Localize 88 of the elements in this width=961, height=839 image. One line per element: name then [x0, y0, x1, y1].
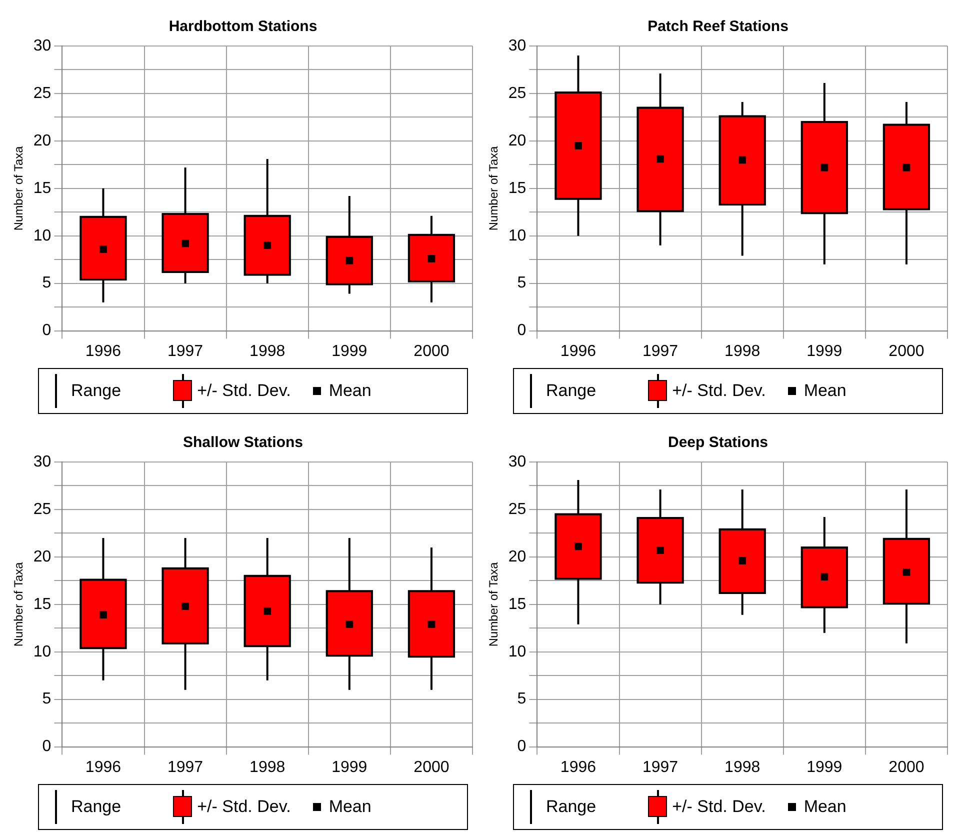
legend-label: Mean: [328, 381, 372, 401]
text: Range: [546, 797, 596, 817]
chart-title: Deep Stations: [668, 434, 768, 452]
point: [182, 602, 189, 610]
y-tick-label: 20: [508, 132, 526, 150]
x-tick-label: 1997: [642, 758, 678, 776]
point: [574, 542, 582, 550]
point: [902, 164, 910, 172]
y-tick-label: 5: [42, 690, 52, 708]
y-tick-label: 5: [42, 274, 52, 292]
y-tick-label: 30: [33, 453, 52, 470]
x-tick-label: 1999: [332, 758, 368, 776]
y-tick-label: 20: [33, 548, 52, 566]
chart-title: Shallow Stations: [182, 434, 304, 452]
y-axis-title: Number of Taxa: [486, 146, 501, 231]
point: [346, 256, 354, 264]
x-tick-label: 1997: [642, 342, 678, 360]
x-tick-label: 1998: [724, 758, 760, 776]
chart-title: Hardbottom Stations: [168, 18, 318, 36]
legend-label: +/- Std. Dev.: [672, 381, 766, 401]
y-tick-label: 30: [508, 453, 526, 470]
text: Range: [71, 797, 122, 817]
point: [264, 242, 272, 250]
x-tick-label: 1998: [250, 758, 286, 776]
y-tick-label: 0: [517, 322, 526, 340]
y-tick-label: 10: [33, 643, 52, 660]
point: [738, 557, 746, 564]
point: [100, 611, 107, 619]
y-tick-label: 25: [33, 84, 52, 102]
y-tick-label: 15: [33, 596, 52, 613]
legend-label: +/- Std. Dev.: [197, 797, 291, 817]
x-tick-label: 1996: [85, 758, 122, 776]
y-tick-label: 15: [508, 180, 526, 197]
legend-label: Mean: [328, 797, 372, 817]
y-tick-label: 25: [508, 500, 526, 518]
point: [820, 573, 828, 581]
x-tick-label: 2000: [414, 342, 450, 360]
x-tick-label: 1996: [560, 342, 596, 360]
point: [656, 546, 664, 554]
x-tick-label: 1998: [724, 342, 760, 360]
y-tick-label: 0: [517, 738, 526, 756]
y-tick-label: 25: [33, 500, 52, 518]
y-tick-label: 25: [508, 84, 526, 102]
x-tick-label: 1997: [167, 342, 204, 360]
y-tick-label: 20: [33, 132, 52, 150]
legend-label: +/- Std. Dev.: [197, 381, 291, 401]
point: [656, 155, 664, 163]
y-tick-label: 30: [508, 37, 526, 54]
point: [902, 568, 910, 576]
x-tick-label: 1999: [806, 758, 842, 776]
point: [820, 164, 828, 172]
x-tick-label: 2000: [888, 758, 924, 776]
y-axis-title: Number of Taxa: [486, 562, 501, 647]
x-tick-label: 1999: [806, 342, 842, 360]
point: [428, 620, 436, 628]
point: [346, 620, 354, 628]
y-axis-title: Number of Taxa: [12, 562, 26, 647]
text: Range: [546, 381, 596, 401]
y-tick-label: 5: [517, 274, 526, 292]
legend-label: Mean: [804, 381, 846, 401]
x-tick-label: 1996: [560, 758, 596, 776]
y-tick-label: 15: [508, 596, 526, 613]
y-tick-label: 10: [508, 227, 526, 244]
y-tick-label: 20: [508, 548, 526, 566]
y-tick-label: 30: [33, 37, 52, 54]
x-tick-label: 1999: [332, 342, 368, 360]
x-tick-label: 1996: [85, 342, 122, 360]
y-axis-title: Number of Taxa: [12, 146, 26, 231]
legend-label: +/- Std. Dev.: [672, 797, 766, 817]
x-tick-label: 1998: [250, 342, 286, 360]
point: [738, 156, 746, 164]
y-tick-label: 10: [33, 227, 52, 244]
legend-label: Mean: [804, 797, 846, 817]
y-tick-label: 10: [508, 643, 526, 660]
text: Range: [71, 381, 122, 401]
y-tick-label: 5: [517, 690, 526, 708]
point: [264, 607, 272, 615]
chart-title: Patch Reef Stations: [648, 18, 788, 36]
x-tick-label: 2000: [414, 758, 450, 776]
point: [574, 142, 582, 150]
y-tick-label: 0: [42, 322, 52, 340]
y-tick-label: 0: [42, 738, 52, 756]
point: [428, 254, 436, 262]
point: [182, 240, 189, 248]
x-tick-label: 2000: [888, 342, 924, 360]
point: [100, 245, 107, 253]
y-tick-label: 15: [33, 180, 52, 197]
x-tick-label: 1997: [167, 758, 204, 776]
